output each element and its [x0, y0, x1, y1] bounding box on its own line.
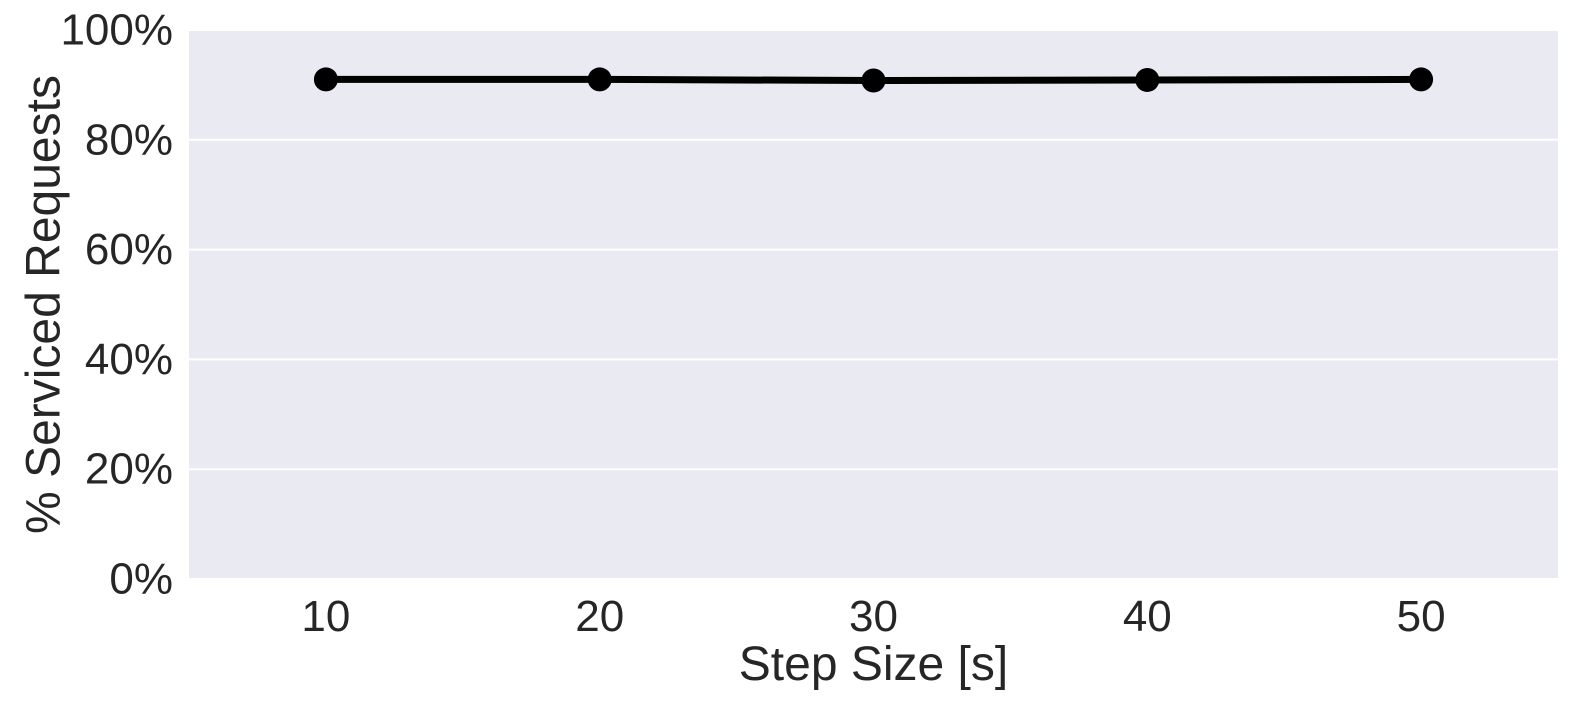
data-point-50 [1409, 67, 1434, 92]
series-layer [313, 67, 1434, 93]
data-point-10 [313, 67, 338, 92]
y-tick-label: 20% [85, 445, 173, 494]
x-tick-label: 20 [575, 592, 624, 641]
y-tick-label: 100% [60, 6, 173, 55]
y-tick-label: 80% [85, 115, 173, 164]
plot-area [189, 30, 1558, 579]
y-tick-labels: 0% 20% 40% 60% 80% 100% [60, 6, 173, 604]
data-point-20 [587, 67, 612, 92]
x-tick-labels: 10 20 30 40 50 [301, 592, 1445, 641]
y-tick-label: 0% [109, 555, 173, 604]
x-axis-title: Step Size [s] [739, 638, 1008, 691]
data-point-30 [861, 68, 886, 93]
x-tick-label: 50 [1397, 592, 1446, 641]
x-tick-label: 40 [1123, 592, 1172, 641]
data-point-40 [1135, 67, 1160, 92]
y-axis-title: % Serviced Requests [18, 75, 71, 534]
x-tick-label: 30 [849, 592, 898, 641]
y-tick-label: 40% [85, 335, 173, 384]
x-tick-label: 10 [301, 592, 350, 641]
y-tick-label: 60% [85, 225, 173, 274]
grid-lines [189, 29, 1558, 580]
